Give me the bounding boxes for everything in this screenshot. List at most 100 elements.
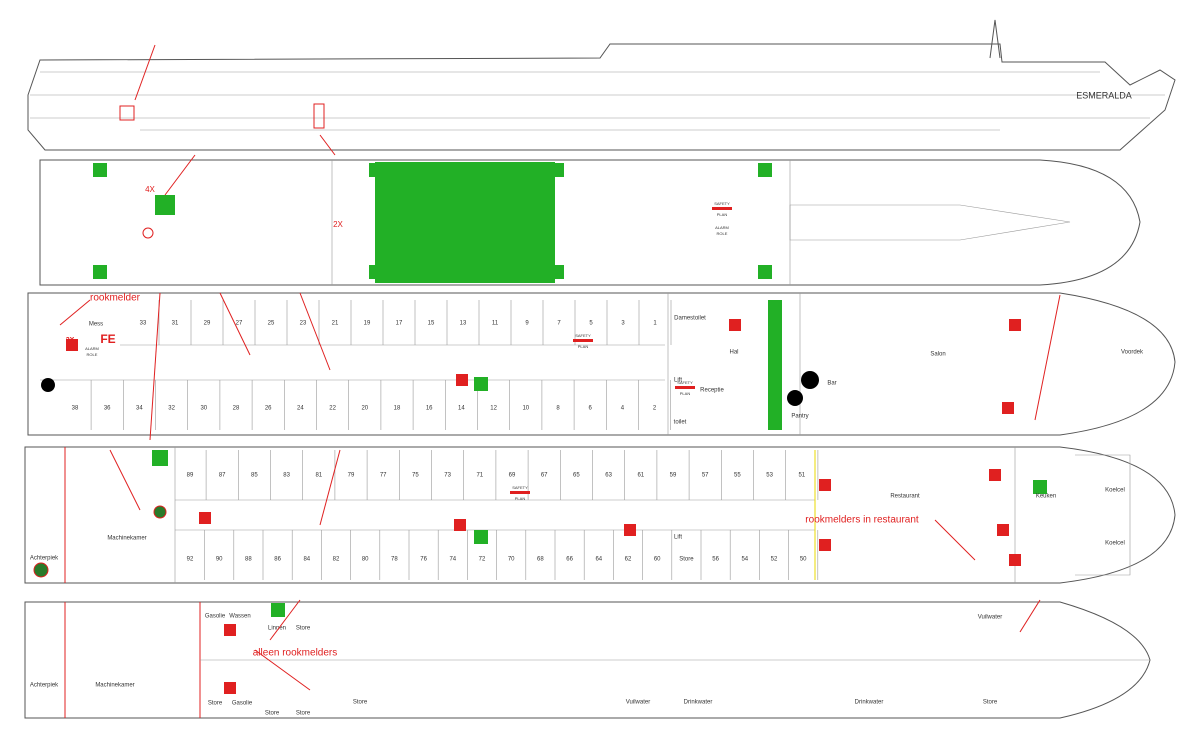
room-label: Lift: [674, 535, 682, 541]
cabin-number: 22: [329, 406, 336, 412]
room-label: Vuilwater: [626, 700, 650, 706]
cabin-number: 23: [300, 321, 307, 327]
mark-label: FE: [100, 332, 115, 346]
sign-text: ALARM: [85, 346, 99, 351]
cabin-number: 53: [766, 473, 773, 479]
room-label: Keuken: [1036, 494, 1056, 500]
count-label: 4X: [145, 185, 155, 194]
cabin-number: 26: [265, 406, 272, 412]
room-label: Receptie: [700, 388, 724, 394]
room-label: toilet: [674, 420, 687, 426]
annotation: rookmelders in restaurant: [805, 515, 919, 526]
cabin-number: 13: [460, 321, 467, 327]
side-profile: [27, 19, 1176, 156]
sign-text: PLAN: [515, 496, 526, 501]
room-label: Store: [296, 626, 311, 632]
cabin-number: 84: [303, 557, 310, 563]
room-label: Hal: [729, 350, 738, 356]
sign-text: PLAN: [680, 391, 691, 396]
cabin-number: 60: [654, 557, 661, 563]
cabin-number: 6: [589, 406, 593, 412]
cabin-number: 92: [187, 557, 194, 563]
life-buoy: [369, 163, 383, 177]
cabin-number: 52: [771, 557, 778, 563]
life-buoy: [369, 265, 383, 279]
cabin-number: 33: [140, 321, 147, 327]
fire-equipment: [456, 374, 468, 386]
cabin-number: 66: [566, 557, 573, 563]
pointer-arrow: [934, 519, 976, 561]
pointer-arrow: [254, 649, 311, 691]
count-label: 2X: [333, 220, 343, 229]
cabin-number: 34: [136, 406, 143, 412]
cabin-number: 30: [200, 406, 207, 412]
main-deck: [27, 292, 1176, 436]
sign-bar: [675, 386, 695, 389]
cabin-number: 50: [800, 557, 807, 563]
cabin-number: 90: [216, 557, 223, 563]
room-label: Mess: [89, 322, 103, 328]
cabin-number: 71: [476, 473, 483, 479]
fire-equipment: [454, 519, 466, 531]
lower-deck: [24, 446, 1176, 584]
sun-deck: [39, 154, 1141, 286]
cabin-number: 59: [670, 473, 677, 479]
room-label: Lift: [674, 378, 682, 384]
room-label: Achterpiek: [30, 683, 59, 689]
cabin-number: 10: [522, 406, 529, 412]
room-label: Salon: [930, 352, 945, 358]
pointer-arrow: [269, 599, 301, 641]
cabin-number: 76: [420, 557, 427, 563]
fire-equipment: [1009, 319, 1021, 331]
cabin-number: 80: [362, 557, 369, 563]
cabin-number: 77: [380, 473, 387, 479]
cabin-number: 72: [479, 557, 486, 563]
cabin-number: 64: [595, 557, 602, 563]
room-label: Bar: [827, 381, 836, 387]
cabin-number: 1: [653, 321, 657, 327]
life-buoy: [93, 265, 107, 279]
helipad-area: [375, 162, 555, 283]
sign-text: SAFETY: [512, 485, 528, 490]
sign-bar: [573, 339, 593, 342]
cabin-number: 82: [333, 557, 340, 563]
sign-text: SAFETY: [714, 201, 730, 206]
room-label: Machinekamer: [95, 683, 134, 689]
room-label: Pantry: [791, 414, 808, 420]
fire-equipment: [1002, 402, 1014, 414]
cabin-number: 63: [605, 473, 612, 479]
room-label: Koelcel: [1105, 541, 1125, 547]
room-label: Restaurant: [890, 494, 920, 500]
fire-equipment: [989, 469, 1001, 481]
room-label: Wassen: [229, 614, 250, 620]
sign-text: ALARM: [715, 225, 729, 230]
room-label: Store: [983, 700, 998, 706]
fire-equipment: [819, 479, 831, 491]
cabin-number: 51: [798, 473, 805, 479]
fire-equipment: [66, 339, 78, 351]
pointer-arrow: [219, 292, 251, 356]
cabin-number: 67: [541, 473, 548, 479]
cabin-number: 21: [332, 321, 339, 327]
sign-text: ROLE: [87, 352, 98, 357]
fire-equipment: [819, 539, 831, 551]
sign-text: SAFETY: [575, 333, 591, 338]
cabin-number: 25: [268, 321, 275, 327]
cabin-number: 62: [625, 557, 632, 563]
sign-text: PLAN: [578, 344, 589, 349]
cabin-number: 56: [712, 557, 719, 563]
cabin-number: 3: [621, 321, 625, 327]
cabin-number: 75: [412, 473, 419, 479]
life-buoy: [474, 530, 488, 544]
fire-equipment: [224, 624, 236, 636]
room-label: Store: [208, 701, 223, 707]
cabin-number: 14: [458, 406, 465, 412]
cabin-number: 9: [525, 321, 529, 327]
cabin-number: 28: [233, 406, 240, 412]
room-label: Vuilwater: [978, 615, 1002, 621]
cabin-number: 38: [72, 406, 79, 412]
life-buoy: [758, 265, 772, 279]
life-buoy: [93, 163, 107, 177]
cabin-number: 79: [348, 473, 355, 479]
